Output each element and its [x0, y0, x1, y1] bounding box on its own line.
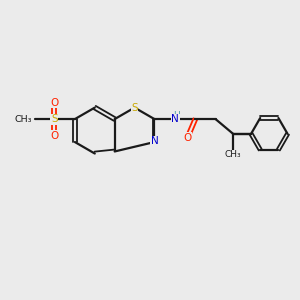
Text: CH₃: CH₃	[225, 150, 242, 159]
Text: N: N	[171, 114, 179, 124]
Text: O: O	[183, 133, 191, 143]
Text: CH₃: CH₃	[14, 115, 32, 124]
Text: N: N	[151, 136, 158, 146]
Text: H: H	[173, 111, 180, 120]
Text: S: S	[51, 114, 58, 124]
Text: O: O	[50, 130, 58, 141]
Text: S: S	[131, 103, 138, 112]
Text: O: O	[50, 98, 58, 107]
